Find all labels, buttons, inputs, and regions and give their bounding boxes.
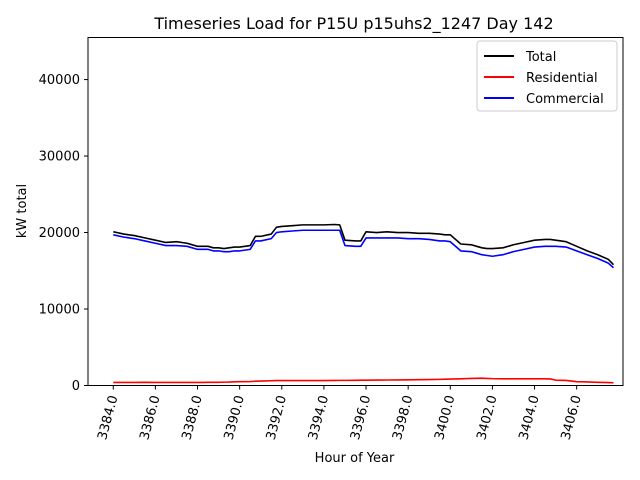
chart-title: Timeseries Load for P15U p15uhs2_1247 Da… [153, 14, 553, 34]
x-tick-label: 3400.0 [432, 394, 458, 442]
y-axis-label: kW total [15, 184, 30, 238]
legend-label-total: Total [525, 50, 556, 65]
y-tick-label: 30000 [39, 150, 80, 165]
x-tick-label: 3390.0 [222, 394, 248, 442]
series-lines [113, 223, 615, 384]
x-tick-label: 3384.0 [95, 394, 121, 442]
y-axis: 0 10000 20000 30000 40000 [39, 73, 88, 394]
x-tick-label: 3386.0 [137, 394, 163, 442]
x-tick-label: 3402.0 [474, 394, 500, 442]
y-tick-label: 20000 [39, 226, 80, 241]
x-tick-label: 3394.0 [306, 394, 332, 442]
x-axis-label: Hour of Year [315, 451, 395, 466]
y-tick-label: 0 [72, 379, 80, 394]
x-tick-label: 3396.0 [348, 394, 374, 442]
x-tick-label: 3404.0 [517, 394, 543, 442]
x-tick-label: 3398.0 [390, 394, 416, 442]
legend: Total Residential Commercial [476, 40, 618, 112]
x-axis: 3384.0 3386.0 3388.0 3390.0 3392.0 3394.0 3396… [95, 385, 585, 442]
series-line-residential [113, 377, 614, 384]
series-line-commercial [113, 229, 615, 269]
y-tick-label: 40000 [39, 73, 80, 88]
legend-label-commercial: Commercial [526, 92, 604, 107]
x-tick-label: 3406.0 [559, 394, 585, 442]
x-tick-label: 3388.0 [180, 394, 206, 442]
legend-box [476, 40, 618, 112]
y-tick-label: 10000 [39, 303, 80, 318]
series-line-total [113, 223, 615, 266]
legend-label-residential: Residential [526, 71, 598, 86]
x-tick-label: 3392.0 [264, 394, 290, 442]
